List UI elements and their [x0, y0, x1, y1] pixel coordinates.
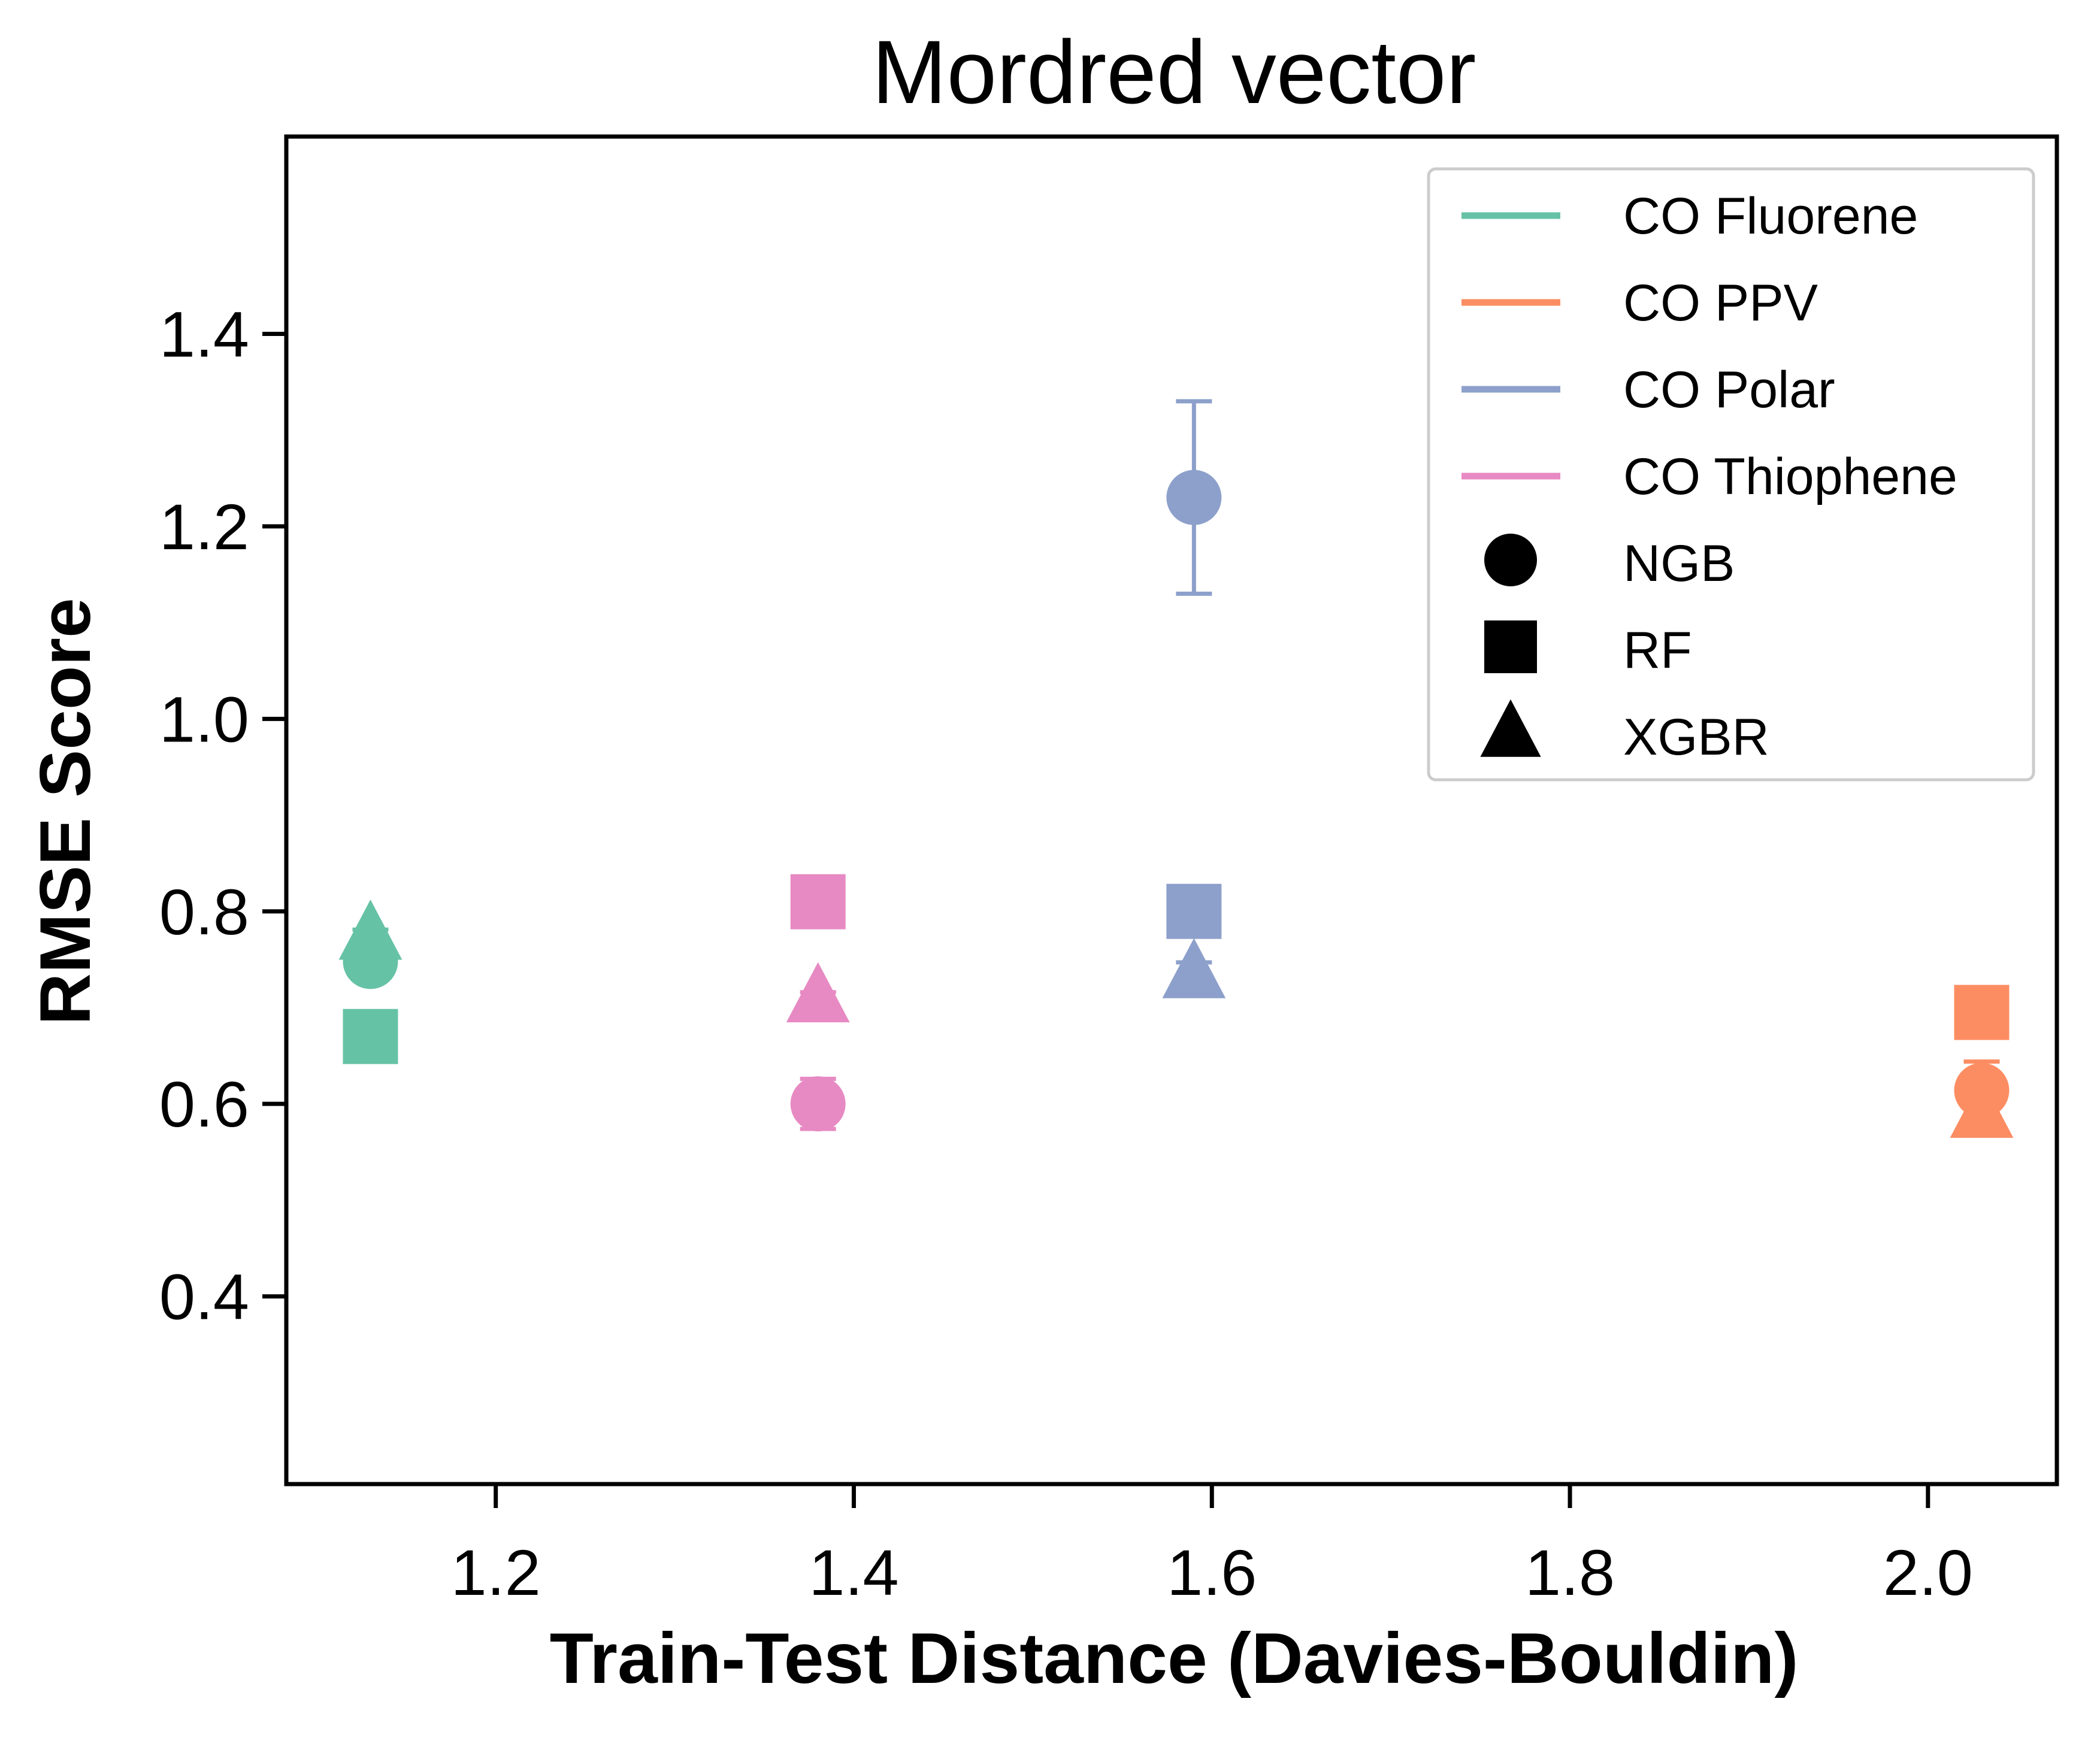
y-tick-label: 0.8: [159, 876, 249, 948]
legend: CO Fluorene CO PPV CO Polar CO Thiophene NGB…: [1427, 167, 2035, 782]
y-tick-label: 1.4: [159, 298, 249, 370]
chart-title: Mordred vector: [872, 22, 1476, 122]
legend-label: NGB: [1623, 535, 1735, 592]
x-axis-label: Train-Test Distance (Davies-Bouldin): [550, 1618, 1799, 1698]
plot-frame: [284, 134, 2059, 1486]
legend-label: CO PPV: [1623, 274, 1818, 332]
data-points: [338, 470, 2014, 1138]
legend-label: RF: [1623, 622, 1692, 679]
point-co-polar-ngb: [1166, 470, 1222, 525]
legend-label: CO Fluorene: [1623, 187, 1918, 245]
legend-label: CO Polar: [1623, 361, 1835, 419]
point-co-ppv-xgbr: [1950, 1077, 2014, 1138]
x-tick-label: 1.4: [809, 1536, 898, 1609]
legend-label: XGBR: [1623, 708, 1769, 766]
point-co-thiophene-xgbr: [786, 962, 850, 1022]
x-tick-label: 1.8: [1525, 1536, 1615, 1609]
point-co-thiophene-ngb: [790, 1076, 846, 1132]
y-tick-label: 1.2: [159, 490, 249, 563]
legend-frame: [1427, 167, 2035, 782]
x-tick-label: 1.6: [1167, 1536, 1257, 1609]
point-co-ppv-rf: [1954, 985, 2010, 1040]
point-co-fluorene-xgbr: [338, 900, 403, 960]
y-axis-label: RMSE Score: [25, 598, 105, 1025]
point-co-polar-rf: [1166, 883, 1222, 939]
legend-label: CO Thiophene: [1623, 448, 1957, 505]
y-tick-label: 0.4: [159, 1261, 249, 1333]
y-tick-label: 1.0: [159, 683, 249, 755]
legend-marker-triangle: [1480, 699, 1541, 757]
point-co-polar-xgbr: [1162, 938, 1226, 998]
point-co-thiophene-rf: [790, 874, 846, 929]
legend-marker-circle: [1484, 534, 1537, 586]
x-tick-label: 1.2: [451, 1536, 541, 1609]
y-tick-label: 0.6: [159, 1068, 249, 1140]
y-axis: 0.4 0.6 0.8 1.0 1.2 1.4: [159, 298, 286, 1333]
x-axis: 1.2 1.4 1.6 1.8 2.0: [451, 1484, 1973, 1609]
x-tick-label: 2.0: [1883, 1536, 1973, 1609]
legend-marker-square: [1484, 620, 1537, 673]
point-co-fluorene-rf: [343, 1009, 398, 1064]
